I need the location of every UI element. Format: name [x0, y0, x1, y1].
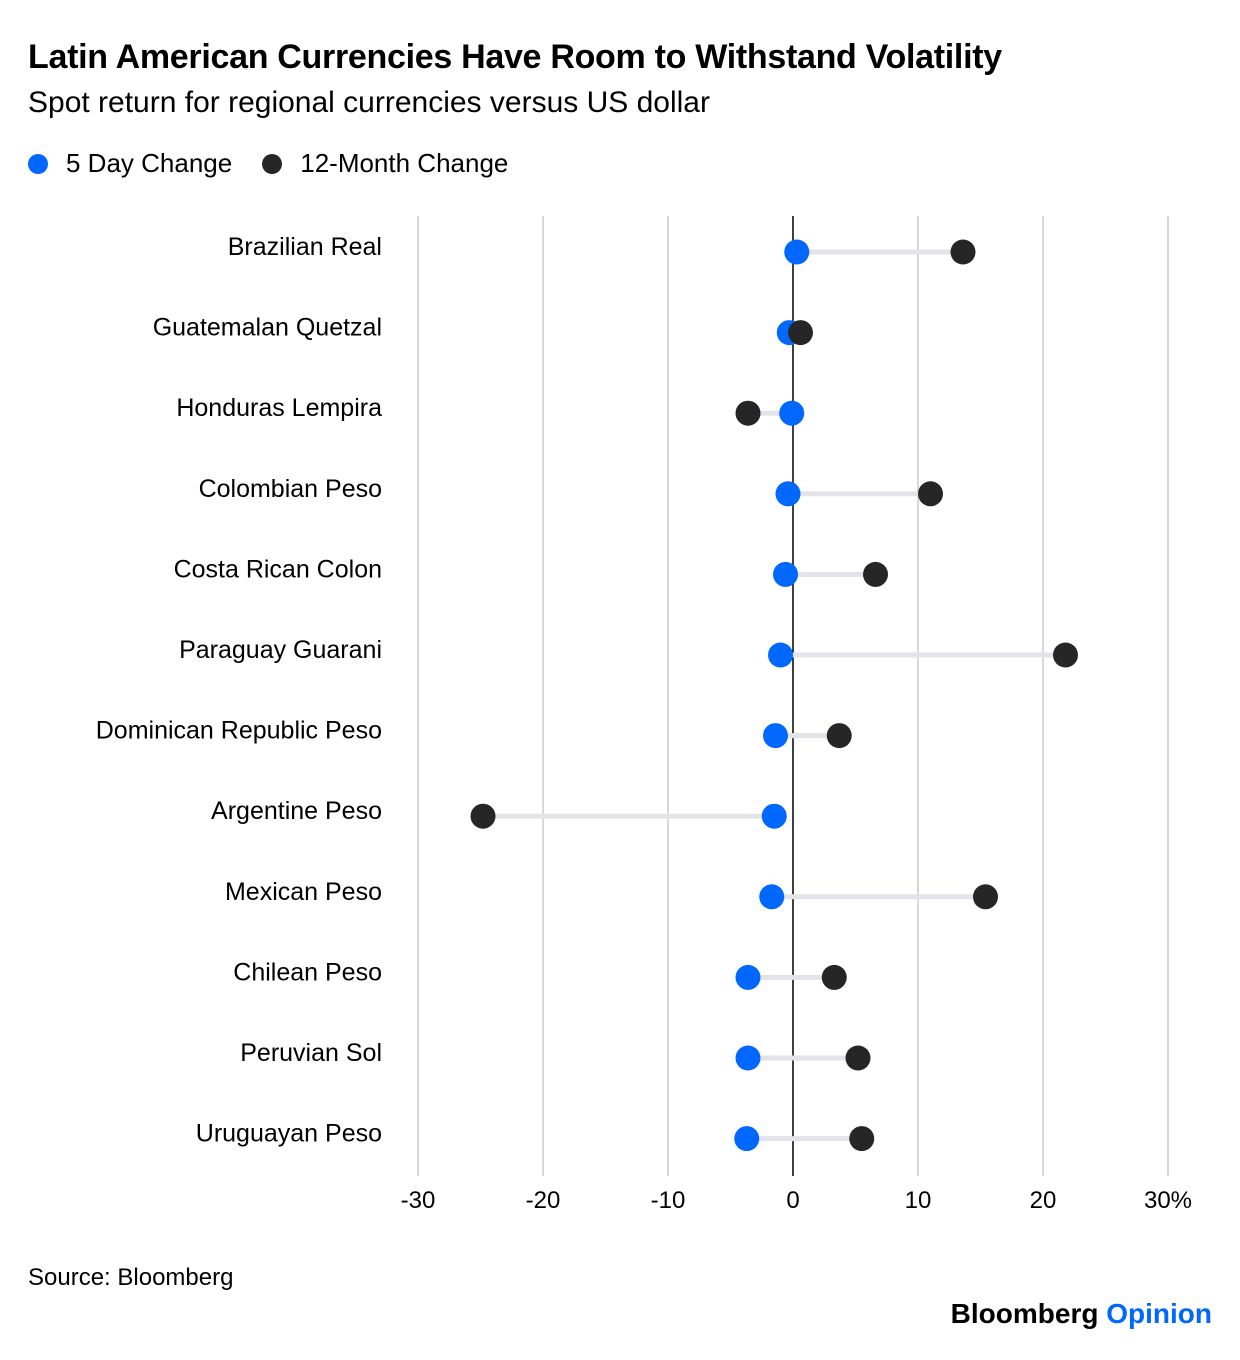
dot-12-month [845, 1045, 871, 1071]
dot-plot-chart: -30 -20 -10 0 10 20 30% Brazilian Real Guatemala… [96, 216, 1192, 1214]
x-tick-label: -30 [401, 1187, 436, 1214]
chart-subtitle: Spot return for regional currencies vers… [28, 86, 710, 119]
dot-5-day [768, 642, 793, 668]
category-label: Argentine Peso [211, 797, 382, 825]
dot-5-day [779, 400, 805, 426]
x-tick-label: -20 [526, 1187, 561, 1214]
dot-12-month [849, 1126, 875, 1152]
legend-item-5-day: 5 Day Change [28, 148, 232, 179]
category-label: Colombian Peso [199, 475, 382, 503]
dot-12-month [918, 481, 943, 507]
category-label: Uruguayan Peso [196, 1120, 382, 1148]
legend-dot-5-day-icon [28, 153, 48, 174]
category-label: Guatemalan Quetzal [153, 314, 382, 342]
dot-12-month [821, 964, 847, 990]
legend-label-12-month: 12-Month Change [300, 148, 509, 178]
chart-title: Latin American Currencies Have Room to W… [28, 38, 1002, 76]
dot-12-month [788, 320, 813, 346]
dot-5-day [763, 723, 788, 749]
x-tick-label: 0 [786, 1187, 799, 1214]
brand-accent: Opinion [1106, 1298, 1212, 1329]
x-tick-label: 10 [905, 1187, 932, 1214]
category-label: Chilean Peso [233, 958, 382, 986]
dot-12-month [863, 561, 888, 587]
legend-label-5-day: 5 Day Change [66, 148, 233, 178]
dot-12-month [826, 723, 852, 749]
brand-logo: Bloomberg Opinion [951, 1298, 1212, 1330]
legend-dot-12-month-icon [262, 153, 283, 174]
dot-5-day [761, 803, 787, 829]
dot-5-day [784, 239, 810, 265]
dot-12-month [470, 803, 496, 829]
dot-5-day [735, 964, 761, 990]
category-label: Mexican Peso [225, 878, 382, 906]
brand-main: Bloomberg [950, 1298, 1099, 1329]
dot-12-month [950, 239, 976, 265]
category-label: Brazilian Real [228, 233, 382, 261]
x-tick-label: 20 [1030, 1187, 1057, 1214]
x-tick-label: 30% [1144, 1187, 1192, 1214]
dot-5-day [775, 481, 801, 507]
dot-5-day [735, 1045, 761, 1071]
category-label: Costa Rican Colon [174, 555, 382, 583]
source-note: Source: Bloomberg [28, 1264, 234, 1291]
dot-12-month [973, 884, 998, 910]
category-label: Honduras Lempira [176, 394, 382, 422]
category-label: Paraguay Guarani [179, 636, 382, 664]
dot-12-month [735, 400, 761, 426]
dot-5-day [734, 1126, 760, 1152]
legend-item-12-month: 12-Month Change [262, 148, 508, 179]
legend: 5 Day Change 12-Month Change [28, 148, 538, 179]
dot-5-day [773, 561, 798, 587]
dot-5-day [759, 884, 785, 910]
x-tick-label: -10 [651, 1187, 686, 1214]
category-label: Dominican Republic Peso [96, 717, 382, 745]
dot-12-month [1053, 642, 1078, 668]
category-label: Peruvian Sol [240, 1039, 382, 1067]
